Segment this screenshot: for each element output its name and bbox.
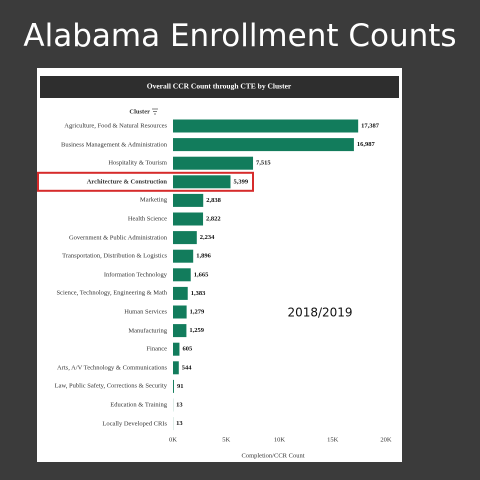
- bar: [173, 175, 231, 189]
- bar: [173, 193, 204, 207]
- category-label: Locally Developed CRIs: [102, 420, 167, 428]
- bar: [173, 324, 187, 338]
- value-label: 1,259: [189, 327, 204, 334]
- bar: [173, 212, 204, 226]
- value-label: 17,387: [361, 122, 380, 129]
- category-label: Information Technology: [103, 271, 167, 279]
- slide-title: Alabama Enrollment Counts: [23, 18, 457, 54]
- category-label: Finance: [146, 345, 167, 353]
- category-label: Hospitality & Tourism: [108, 159, 167, 167]
- category-label: Agriculture, Food & Natural Resources: [64, 122, 167, 130]
- bar: [173, 268, 191, 282]
- bar: [173, 361, 179, 375]
- category-label: Manufacturing: [128, 327, 167, 335]
- x-tick-label: 20K: [380, 436, 392, 443]
- bar: [173, 342, 180, 356]
- bar: [173, 138, 354, 152]
- bar: [173, 305, 187, 319]
- x-tick-label: 5K: [222, 436, 230, 443]
- category-label: Human Services: [124, 308, 167, 316]
- category-label: Business Management & Administration: [61, 141, 167, 149]
- category-label: Marketing: [139, 196, 167, 204]
- value-label: 91: [177, 383, 184, 390]
- x-axis-title: Completion/CCR Count: [241, 452, 304, 459]
- chart-header: [40, 76, 399, 98]
- category-label: Transportation, Distribution & Logistics: [62, 252, 167, 260]
- x-tick-label: 10K: [274, 436, 286, 443]
- category-label: Government & Public Administration: [68, 234, 167, 242]
- filter-icon: [152, 108, 158, 115]
- x-tick-label: 0K: [169, 436, 177, 443]
- value-label: 16,987: [357, 141, 376, 148]
- category-label: Education & Training: [110, 401, 167, 409]
- bar: [173, 286, 188, 300]
- bar: [173, 119, 359, 133]
- category-label: Arts, A/V Technology & Communications: [57, 364, 167, 372]
- bar: [173, 379, 174, 393]
- bar: [173, 156, 254, 170]
- x-tick-label: 15K: [327, 436, 339, 443]
- annotation: 2018/2019: [287, 306, 352, 320]
- category-label: Architecture & Construction: [86, 178, 167, 186]
- value-label: 2,822: [206, 215, 221, 222]
- value-label: 544: [182, 364, 193, 371]
- category-label: Health Science: [127, 215, 167, 223]
- highlight-box: [37, 171, 254, 192]
- value-label: 13: [176, 401, 183, 408]
- category-label: Law, Public Safety, Corrections & Securi…: [54, 382, 167, 390]
- value-label: 1,896: [196, 253, 211, 260]
- y-axis-title: Cluster: [129, 108, 150, 115]
- value-label: 5,399: [233, 178, 248, 185]
- value-label: 2,838: [206, 197, 221, 204]
- value-label: 7,515: [256, 160, 271, 167]
- value-label: 13: [176, 420, 183, 427]
- bar: [173, 249, 194, 263]
- value-label: 1,279: [190, 308, 205, 315]
- chart-title: Overall CCR Count through CTE by Cluster: [147, 82, 292, 91]
- bar: [173, 231, 197, 245]
- value-label: 1,383: [191, 290, 206, 297]
- category-label: Science, Technology, Engineering & Math: [56, 289, 167, 297]
- value-label: 1,665: [194, 271, 209, 278]
- chart-panel: [37, 68, 402, 462]
- value-label: 605: [182, 346, 193, 353]
- value-label: 2,234: [200, 234, 215, 241]
